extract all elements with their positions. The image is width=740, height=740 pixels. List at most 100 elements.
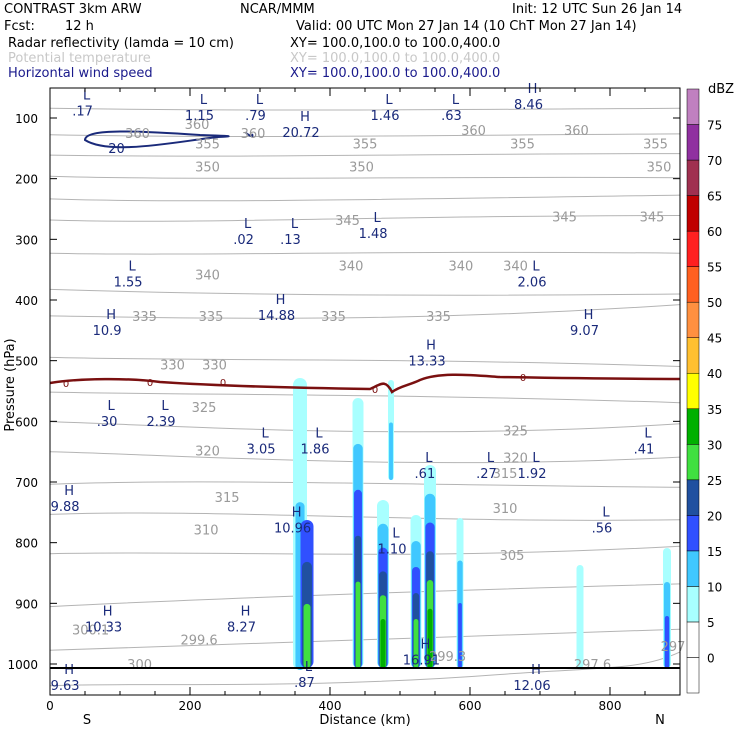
reflectivity-cell-5-5 (413, 619, 419, 668)
theta-contours (50, 78, 680, 713)
wind-extremum-value-22: .27 (476, 467, 497, 482)
theta-contour-20 (50, 288, 680, 296)
reflectivity-cell-1-5 (303, 603, 311, 668)
zero-dbz-label-0: 0 (63, 379, 69, 390)
wind-extremum-value-18: 3.05 (247, 443, 276, 458)
theta-label-33: 305 (500, 549, 525, 564)
wind-extremum-type-22: L (487, 451, 495, 466)
theta-contour-28 (50, 545, 680, 555)
colorbar-swatch-8 (686, 372, 700, 410)
wind-contour-small (245, 132, 254, 138)
wind-extremum-type-3: H (300, 110, 310, 125)
theta-contour-23 (50, 391, 680, 404)
wind-contours: 20 (83, 130, 254, 157)
theta-contour-27 (50, 512, 680, 521)
theta-label-17: 340 (448, 259, 473, 274)
theta-label-38: 297.6 (574, 658, 611, 673)
wind-extremum-value-21: .61 (415, 467, 436, 482)
wind-extremum-type-28: H (103, 604, 113, 619)
x-tick-label-0: 0 (46, 699, 54, 713)
y-tick-label-2: 300 (15, 233, 38, 247)
wind-extremum-value-5: .63 (441, 109, 462, 124)
theta-label-2: 360 (241, 127, 266, 142)
theta-contour-19 (50, 251, 680, 255)
theta-contour-24 (50, 421, 680, 433)
theta-contour-16 (50, 175, 680, 179)
theta-label-32: 310 (194, 523, 219, 538)
theta-contour-32 (50, 705, 680, 713)
wind-contour-label: 20 (108, 142, 125, 157)
x-axis-label: Distance (km) (319, 713, 410, 728)
theta-labels: 360 360 360 360 360 355 355 355 355 350 350 350 345 3… (72, 118, 685, 673)
theta-label-36: 300 (127, 658, 152, 673)
forecast-hour: 12 h (65, 19, 94, 34)
wind-extremum-type-27: L (392, 527, 400, 542)
zero-dbz-label-2: 0 (220, 378, 226, 389)
wind-extremum-value-12: 14.88 (258, 309, 295, 324)
wind-extremum-value-8: .13 (280, 233, 301, 248)
theta-contour-22 (50, 356, 680, 367)
theta-label-5: 355 (195, 137, 220, 152)
wind-extremum-value-30: 16.91 (403, 654, 440, 669)
theta-label-6: 355 (353, 137, 378, 152)
wind-extremum-type-14: H (584, 308, 594, 323)
theta-label-12: 345 (335, 214, 360, 229)
south-end-label: S (83, 713, 91, 728)
wind-extremum-value-4: 1.46 (371, 109, 400, 124)
colorbar-swatch-15 (686, 124, 700, 161)
wind-extremum-type-13: H (106, 308, 116, 323)
colorbar-label-11: 55 (707, 261, 722, 275)
wind-extremum-value-32: .87 (294, 676, 315, 691)
chart-header: CONTRAST 3km ARW NCAR/MMM Init: 12 UTC S… (0, 0, 740, 90)
wind-extremum-type-0: L (83, 89, 91, 104)
wind-extremum-type-31: H (64, 663, 74, 678)
theta-label-4: 360 (564, 124, 589, 139)
wind-extremum-value-1: 1.15 (185, 109, 214, 124)
reflectivity-cell-9-3 (664, 616, 670, 668)
wind-extremum-type-5: L (452, 93, 460, 108)
colorbar-unit: dBZ (708, 82, 734, 97)
theta-label-13: 345 (552, 210, 577, 225)
colorbar-swatch-13 (686, 195, 700, 232)
y-tick-label-5: 600 (15, 415, 38, 429)
wind-extremum-value-15: 13.33 (408, 355, 445, 370)
theta-label-25: 325 (192, 401, 217, 416)
theta-contour-29 (50, 583, 680, 608)
zero-dbz-line: 0 0 0 0 0 (50, 373, 680, 396)
wind-extremum-value-6: 8.46 (514, 98, 543, 113)
reflectivity-cell-7-3 (458, 603, 462, 668)
wind-extremum-type-16: L (107, 399, 115, 414)
theta-label-29: 315 (493, 467, 518, 482)
theta-contour-26 (50, 481, 680, 488)
colorbar-swatch-0 (686, 657, 700, 694)
colorbar-swatch-14 (686, 159, 700, 196)
wind-extremum-value-24: 9.88 (51, 500, 80, 515)
reflectivity-cell-8-1 (576, 565, 584, 668)
wind-extremum-value-29: 8.27 (227, 620, 256, 635)
wind-extremum-type-24: H (64, 484, 74, 499)
colorbar-swatch-12 (686, 230, 700, 267)
colorbar-label-1: 5 (707, 616, 715, 630)
theta-contour-12 (50, 78, 680, 80)
wind-extremum-value-20: .41 (634, 443, 655, 458)
wind-extremum-type-7: L (244, 217, 252, 232)
theta-label-0: 360 (185, 118, 210, 133)
wind-extremum-value-10: 1.55 (114, 276, 143, 291)
x-tick-label-4: 800 (599, 699, 622, 713)
theta-label-22: 335 (426, 310, 451, 325)
theta-label-18: 340 (503, 259, 528, 274)
theta-label-23: 330 (160, 358, 185, 373)
colorbar: 0 5 10 15 20 25 30 35 40 45 50 55 60 65 70 75 (686, 88, 722, 694)
colorbar-label-14: 70 (707, 154, 722, 168)
field-name-reflectivity: Radar reflectivity (lamda = 10 cm) (8, 36, 234, 51)
theta-label-26: 325 (503, 424, 528, 439)
wind-extremum-type-2: L (256, 93, 264, 108)
wind-extremum-value-27: 1.10 (378, 543, 407, 558)
wind-extremum-value-19: 1.86 (301, 443, 330, 458)
theta-contour-14 (50, 133, 680, 137)
wind-extremum-value-9: 1.48 (359, 227, 388, 242)
colorbar-label-10: 50 (707, 296, 722, 310)
wind-extremum-value-28: 10.33 (85, 620, 122, 635)
